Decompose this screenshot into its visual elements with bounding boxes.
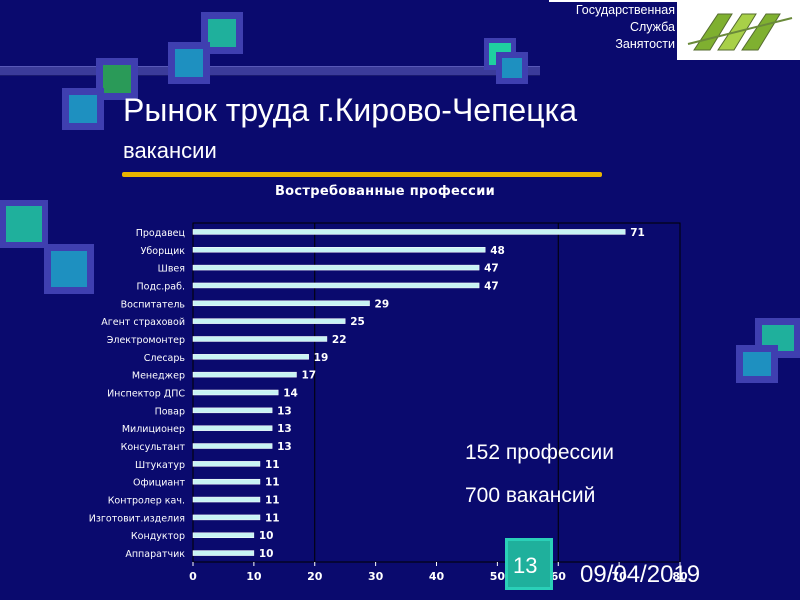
data-label: 11 bbox=[265, 495, 280, 507]
x-tick-label: 60 bbox=[551, 570, 567, 583]
bar bbox=[192, 425, 273, 431]
bar bbox=[192, 496, 261, 503]
org-name-line1: Государственная bbox=[575, 3, 675, 17]
bar bbox=[192, 318, 346, 324]
data-label: 10 bbox=[259, 548, 274, 560]
bar bbox=[192, 461, 261, 467]
bar bbox=[192, 478, 261, 485]
data-label: 14 bbox=[283, 388, 298, 400]
org-logo-icon bbox=[687, 13, 793, 51]
bar bbox=[192, 282, 480, 289]
slide-number: 13 bbox=[513, 553, 538, 578]
decor-square bbox=[502, 58, 522, 78]
category-label: Аппаратчик bbox=[125, 549, 185, 560]
data-label: 11 bbox=[265, 477, 280, 489]
x-tick-label: 50 bbox=[490, 570, 506, 583]
data-label: 25 bbox=[350, 316, 365, 328]
category-label: Продавец bbox=[136, 228, 186, 239]
professions-count: 152 профессии bbox=[465, 441, 615, 464]
data-label: 22 bbox=[332, 334, 347, 346]
category-label: Инспектор ДПС bbox=[107, 389, 185, 400]
category-label: Повар bbox=[155, 406, 185, 417]
bar bbox=[192, 443, 273, 449]
bar bbox=[192, 300, 370, 307]
data-label: 29 bbox=[375, 298, 390, 310]
data-label: 11 bbox=[265, 512, 280, 524]
data-label: 17 bbox=[301, 370, 316, 382]
page-subtitle: вакансии bbox=[123, 138, 217, 163]
category-label: Швея bbox=[158, 264, 185, 275]
category-label: Электромонтер bbox=[107, 335, 185, 346]
org-name-line2: Служба bbox=[629, 20, 675, 34]
data-label: 19 bbox=[314, 352, 329, 364]
chart-title: Востребованные профессии bbox=[274, 184, 496, 199]
category-label: Воспитатель bbox=[121, 299, 186, 310]
x-tick-label: 80 bbox=[672, 570, 688, 583]
category-label: Подс.раб. bbox=[137, 281, 186, 292]
category-label: Агент страховой bbox=[101, 317, 185, 328]
org-logo-block: Государственная Служба Занятости bbox=[549, 0, 800, 60]
data-label: 48 bbox=[490, 245, 505, 257]
decor-square bbox=[743, 352, 771, 376]
bar bbox=[192, 229, 626, 235]
x-tick-label: 70 bbox=[611, 570, 627, 583]
x-tick-label: 30 bbox=[368, 570, 384, 583]
data-label: 13 bbox=[277, 405, 292, 417]
data-label: 13 bbox=[277, 423, 292, 435]
bar bbox=[192, 389, 279, 396]
data-label: 47 bbox=[484, 280, 499, 292]
bar bbox=[192, 407, 273, 414]
data-label: 47 bbox=[484, 263, 499, 275]
top-stripe bbox=[0, 66, 540, 76]
decor-square bbox=[6, 206, 42, 242]
bar bbox=[192, 532, 255, 538]
bar bbox=[192, 264, 480, 271]
page-title: Рынок труда г.Кирово-Чепецка bbox=[123, 92, 578, 128]
decor-square bbox=[103, 65, 131, 93]
category-label: Официант bbox=[133, 478, 185, 489]
category-label: Штукатур bbox=[135, 460, 185, 471]
bar bbox=[192, 247, 486, 253]
decor-square bbox=[175, 49, 203, 77]
bar bbox=[192, 354, 309, 360]
decor-square bbox=[208, 19, 236, 47]
slide-number-box bbox=[505, 538, 553, 590]
data-label: 71 bbox=[630, 227, 645, 239]
decor-square bbox=[69, 95, 97, 123]
vacancies-count: 700 вакансий bbox=[465, 484, 596, 507]
x-tick-label: 10 bbox=[246, 570, 262, 583]
org-name: Государственная Служба Занятости bbox=[549, 2, 677, 60]
data-label: 10 bbox=[259, 530, 274, 542]
bar bbox=[192, 371, 297, 378]
category-label: Контролер кач. bbox=[108, 496, 185, 507]
category-label: Консультант bbox=[121, 442, 186, 453]
data-label: 13 bbox=[277, 441, 292, 453]
x-tick-label: 0 bbox=[189, 570, 197, 583]
decor-square bbox=[51, 251, 87, 287]
bar bbox=[192, 550, 255, 556]
category-label: Менеджер bbox=[132, 371, 185, 382]
bar bbox=[192, 514, 261, 521]
org-name-line3: Занятости bbox=[615, 37, 675, 51]
category-label: Кондуктор bbox=[131, 531, 185, 542]
bar bbox=[192, 336, 328, 342]
data-label: 11 bbox=[265, 459, 280, 471]
title-underline bbox=[122, 172, 602, 177]
category-label: Уборщик bbox=[141, 246, 186, 257]
category-label: Слесарь bbox=[144, 353, 186, 364]
category-label: Изготовит.изделия bbox=[89, 513, 185, 524]
category-label: Милиционер bbox=[122, 424, 185, 435]
x-tick-label: 20 bbox=[307, 570, 323, 583]
slide-date: 09/04/2019 bbox=[580, 561, 701, 588]
x-tick-label: 40 bbox=[429, 570, 445, 583]
